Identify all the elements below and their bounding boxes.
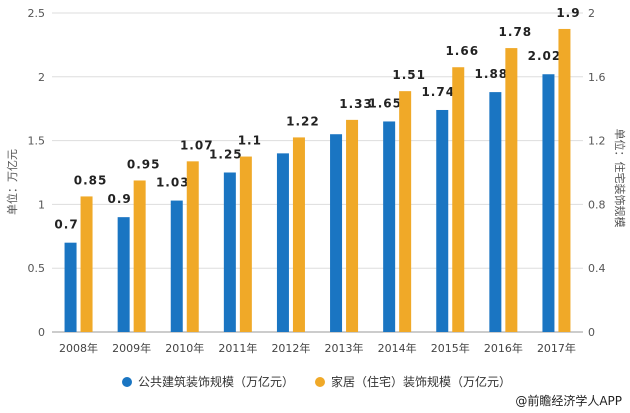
data-label: 1.1 [238,134,262,148]
x-tick-label: 2011年 [218,341,257,355]
data-label: 1.03 [156,176,190,190]
data-label: 1.78 [499,25,533,39]
data-label: 1.25 [209,148,243,162]
data-label: 1.9 [556,6,580,20]
legend-label: 公共建筑装饰规模（万亿元） [138,375,295,389]
y-right-tick-label: 1.2 [588,135,606,148]
y-left-tick-label: 2.5 [28,7,46,20]
data-label: 0.7 [54,218,78,232]
legend-item-home: 家居（住宅）装饰规模（万亿元） [315,373,511,390]
y-axis-right-label: 单位：住宅装饰规模 [613,128,626,228]
bar-public [64,242,77,332]
bar-home [399,91,412,332]
y-right-tick-label: 0 [588,326,595,339]
y-right-tick-label: 2 [588,7,595,20]
y-right-tick-label: 0.4 [588,262,606,275]
data-label: 1.33 [339,97,373,111]
data-label: 1.74 [421,85,455,99]
bar-public [330,134,343,332]
x-tick-label: 2009年 [112,341,151,355]
data-label: 0.9 [108,192,132,206]
footer-credit: @前瞻经济学人APP [515,394,622,408]
bar-home [292,137,305,332]
y-left-tick-label: 1 [38,198,45,211]
y-right-tick-label: 1.6 [588,71,606,84]
bar-home [239,156,252,332]
bar-home [505,48,518,333]
y-left-tick-label: 0 [38,326,45,339]
bar-public [436,109,449,332]
data-label: 1.07 [180,138,214,152]
bar-public [117,217,130,332]
legend-item-public: 公共建筑装饰规模（万亿元） [122,373,294,390]
data-label: 0.95 [127,157,161,171]
x-tick-label: 2016年 [484,341,523,355]
x-tick-label: 2008年 [59,341,98,355]
bar-public [383,121,396,333]
x-tick-label: 2013年 [325,341,364,355]
bar-public [223,172,236,332]
x-tick-label: 2017年 [537,341,576,355]
bar-home [452,67,465,332]
bar-home [133,180,146,332]
bar-home [80,196,93,332]
legend-swatch-orange [315,376,325,387]
y-right-tick-label: 0.8 [588,198,606,211]
x-tick-label: 2015年 [431,341,470,355]
bar-home [346,119,359,333]
y-left-tick-label: 0.5 [28,262,46,275]
data-label: 1.51 [392,68,426,82]
data-label: 0.85 [74,173,108,187]
data-label: 2.02 [528,49,562,63]
y-left-tick-label: 1.5 [28,135,46,148]
data-label: 1.65 [368,96,402,110]
y-axis-left-label: 单位：万亿元 [6,149,19,215]
x-tick-label: 2014年 [378,341,417,355]
legend-swatch-blue [122,376,132,387]
x-tick-label: 2010年 [165,341,204,355]
bar-public [276,153,289,332]
data-label: 1.66 [445,44,479,58]
bar-home [558,28,571,332]
bar-home [186,161,199,332]
data-label: 1.88 [475,67,509,81]
data-label: 1.22 [286,114,320,128]
legend-label: 家居（住宅）装饰规模（万亿元） [331,375,512,389]
bar-public [542,74,555,333]
bar-public [170,200,183,332]
x-tick-label: 2012年 [271,341,310,355]
bar-public [489,92,502,332]
y-left-tick-label: 2 [38,71,45,84]
